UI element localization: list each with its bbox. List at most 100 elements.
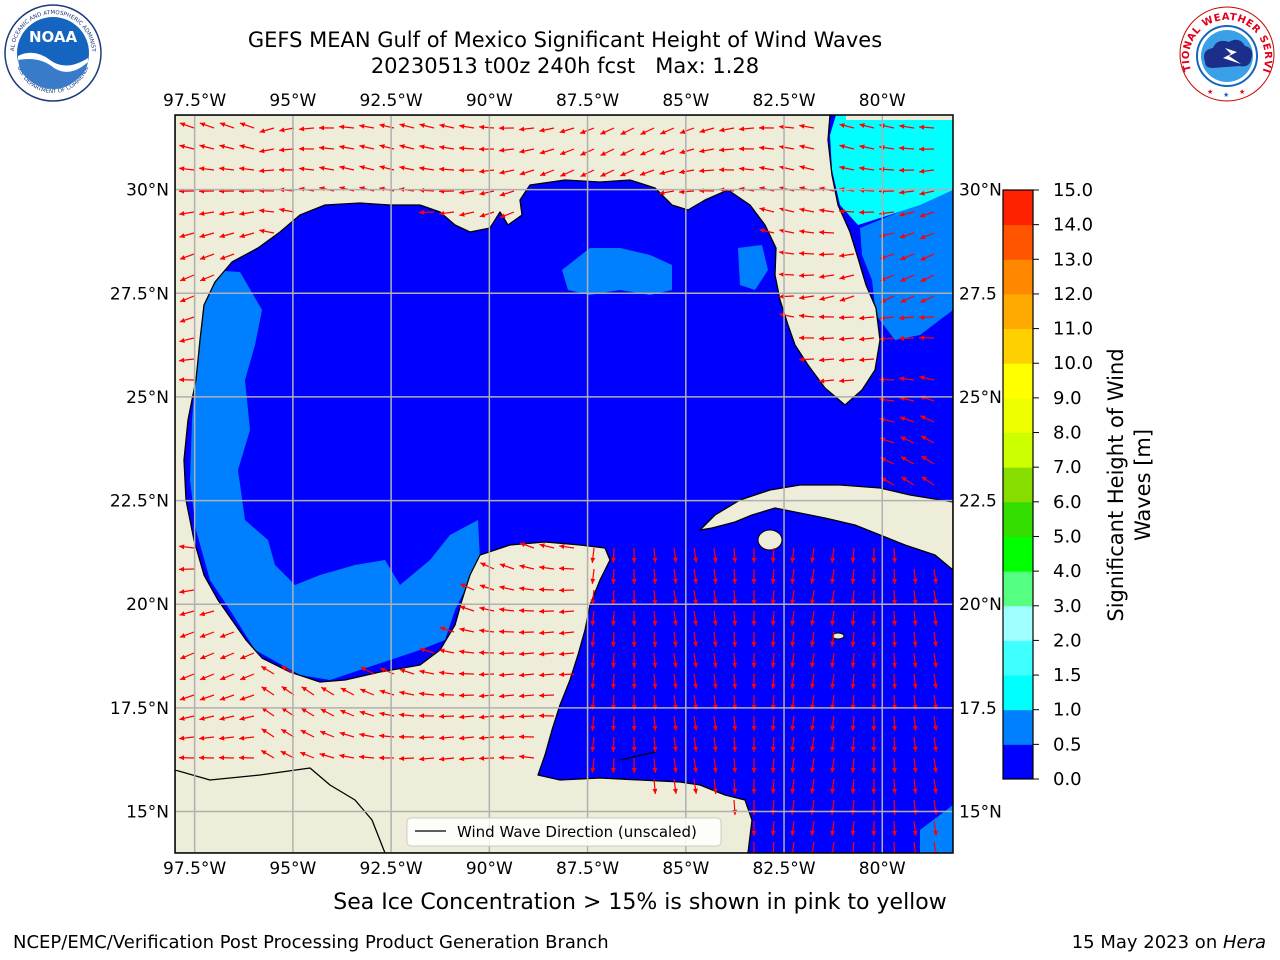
wind-arrow-head [799, 295, 805, 300]
wind-arrow-head [850, 578, 856, 584]
wind-arrow-head [610, 557, 616, 563]
wind-arrow-head [859, 144, 865, 150]
wind-arrow-head [519, 542, 526, 548]
wind-arrow-head [180, 675, 186, 681]
wind-arrow-head [919, 314, 925, 320]
wind-arrow-head [659, 190, 665, 196]
wind-arrow-head [799, 144, 805, 150]
wind-arrow-head [379, 689, 386, 695]
wind-arrow-head [819, 336, 825, 342]
wind-arrow-head [871, 746, 877, 752]
lon-tick-label: 97.5°W [163, 91, 226, 111]
wind-arrow-head [899, 315, 905, 321]
wind-arrow-head [180, 276, 186, 282]
wind-arrow-head [219, 715, 225, 721]
wind-arrow-head [779, 124, 785, 130]
wind-arrow-head [499, 125, 505, 131]
wind-arrow-head [519, 734, 525, 740]
wind-arrow-head [359, 710, 366, 716]
wind-arrow-head [810, 620, 815, 626]
wind-arrow-head [819, 251, 825, 257]
footer-host: Hera [1222, 932, 1266, 953]
wind-arrow-head [652, 662, 658, 668]
wind-arrow-head [631, 746, 637, 752]
lon-tick-label: 80°W [859, 859, 906, 879]
wind-arrow-head [399, 165, 405, 171]
wind-arrow-head [751, 767, 757, 773]
wind-arrow-head [631, 662, 637, 668]
wind-arrow-head [759, 145, 765, 151]
wind-arrow-head [339, 124, 345, 130]
wind-arrow-head [179, 544, 185, 550]
wind-arrow-head [693, 578, 698, 584]
wind-arrow-head [179, 589, 185, 595]
wind-arrow-head [379, 711, 385, 717]
wind-arrow-head [179, 255, 186, 260]
wind-arrow-head [279, 147, 285, 153]
colorbar-swatch [1003, 744, 1033, 780]
wind-arrow-head [179, 715, 185, 721]
wind-arrow-head [459, 649, 465, 655]
wind-arrow-head [871, 662, 877, 668]
wind-arrow-head [610, 767, 616, 773]
wind-arrow-head [580, 172, 587, 177]
wind-arrow-head [790, 767, 796, 773]
wind-arrow-head [239, 144, 245, 150]
wind-arrow-head [839, 123, 845, 128]
wind-arrow-head [830, 746, 836, 752]
wind-arrow-head [693, 620, 698, 626]
wind-arrow-head [200, 654, 206, 660]
wind-arrow-head [912, 767, 918, 773]
wind-arrow-head [261, 707, 268, 713]
wind-arrow [811, 841, 815, 853]
wind-arrow-head [379, 733, 385, 739]
wind-arrow-head [652, 578, 658, 584]
wind-arrow-head [920, 415, 926, 421]
wind-arrow-head [919, 124, 925, 130]
lon-tick-label: 87.5°W [556, 91, 619, 111]
colorbar-swatch [1003, 432, 1033, 468]
wind-arrow-head [899, 123, 905, 129]
wind-arrow-head [810, 767, 815, 773]
lat-tick-label: 17.5 [959, 699, 997, 719]
wind-arrow-head [739, 166, 745, 172]
wind-arrow-head [712, 578, 718, 584]
wind-arrow-head [693, 599, 698, 605]
wind-arrow-head [219, 233, 226, 239]
wind-arrow-head [439, 166, 445, 172]
wind-arrow-head [652, 725, 658, 731]
wind-arrow-head [279, 207, 285, 213]
wind-arrow-head [830, 557, 836, 563]
lat-tick-label: 27.5°N [110, 284, 169, 304]
wind-arrow-head [399, 756, 405, 762]
colorbar-swatch [1003, 224, 1033, 260]
wind-arrow [852, 841, 855, 853]
wind-arrow-head [519, 713, 525, 719]
wind-arrow-head [732, 746, 738, 752]
wind-arrow-head [179, 377, 185, 383]
colorbar-tick-label: 15.0 [1053, 180, 1093, 201]
wind-arrow-head [819, 296, 825, 301]
wind-arrow-head [770, 578, 776, 584]
wind-arrow-head [219, 211, 225, 216]
wind-arrow-head [199, 211, 205, 216]
wind-arrow-head [179, 357, 185, 363]
wind-arrow-head [659, 170, 666, 176]
wind-arrow-head [459, 671, 465, 677]
wind-arrow-head [919, 168, 925, 174]
wind-arrow-head [693, 767, 698, 773]
wind-arrow-head [859, 357, 865, 363]
wind-arrow-head [810, 641, 815, 647]
wind-arrow-head [200, 276, 206, 282]
wind-arrow-head [770, 599, 776, 605]
wind-arrow-head [519, 170, 526, 176]
colorbar-tick-label: 6.0 [1053, 492, 1082, 513]
wind-arrow-head [359, 165, 365, 170]
wind-arrow-head [499, 734, 505, 740]
wind-arrow-head [459, 167, 465, 173]
wind-arrow-head [693, 641, 698, 647]
wind-arrow-head [790, 599, 796, 605]
wind-arrow-head [900, 298, 907, 303]
lat-tick-label: 17.5°N [110, 699, 169, 719]
wind-arrow-head [779, 294, 785, 300]
